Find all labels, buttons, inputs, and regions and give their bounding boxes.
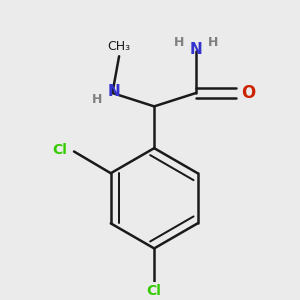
- Text: H: H: [174, 36, 184, 50]
- Text: H: H: [92, 93, 103, 106]
- Text: N: N: [190, 42, 202, 57]
- Text: Cl: Cl: [52, 143, 67, 157]
- Text: O: O: [241, 84, 255, 102]
- Text: N: N: [108, 84, 120, 99]
- Text: CH₃: CH₃: [107, 40, 130, 53]
- Text: H: H: [208, 36, 218, 50]
- Text: Cl: Cl: [147, 284, 162, 298]
